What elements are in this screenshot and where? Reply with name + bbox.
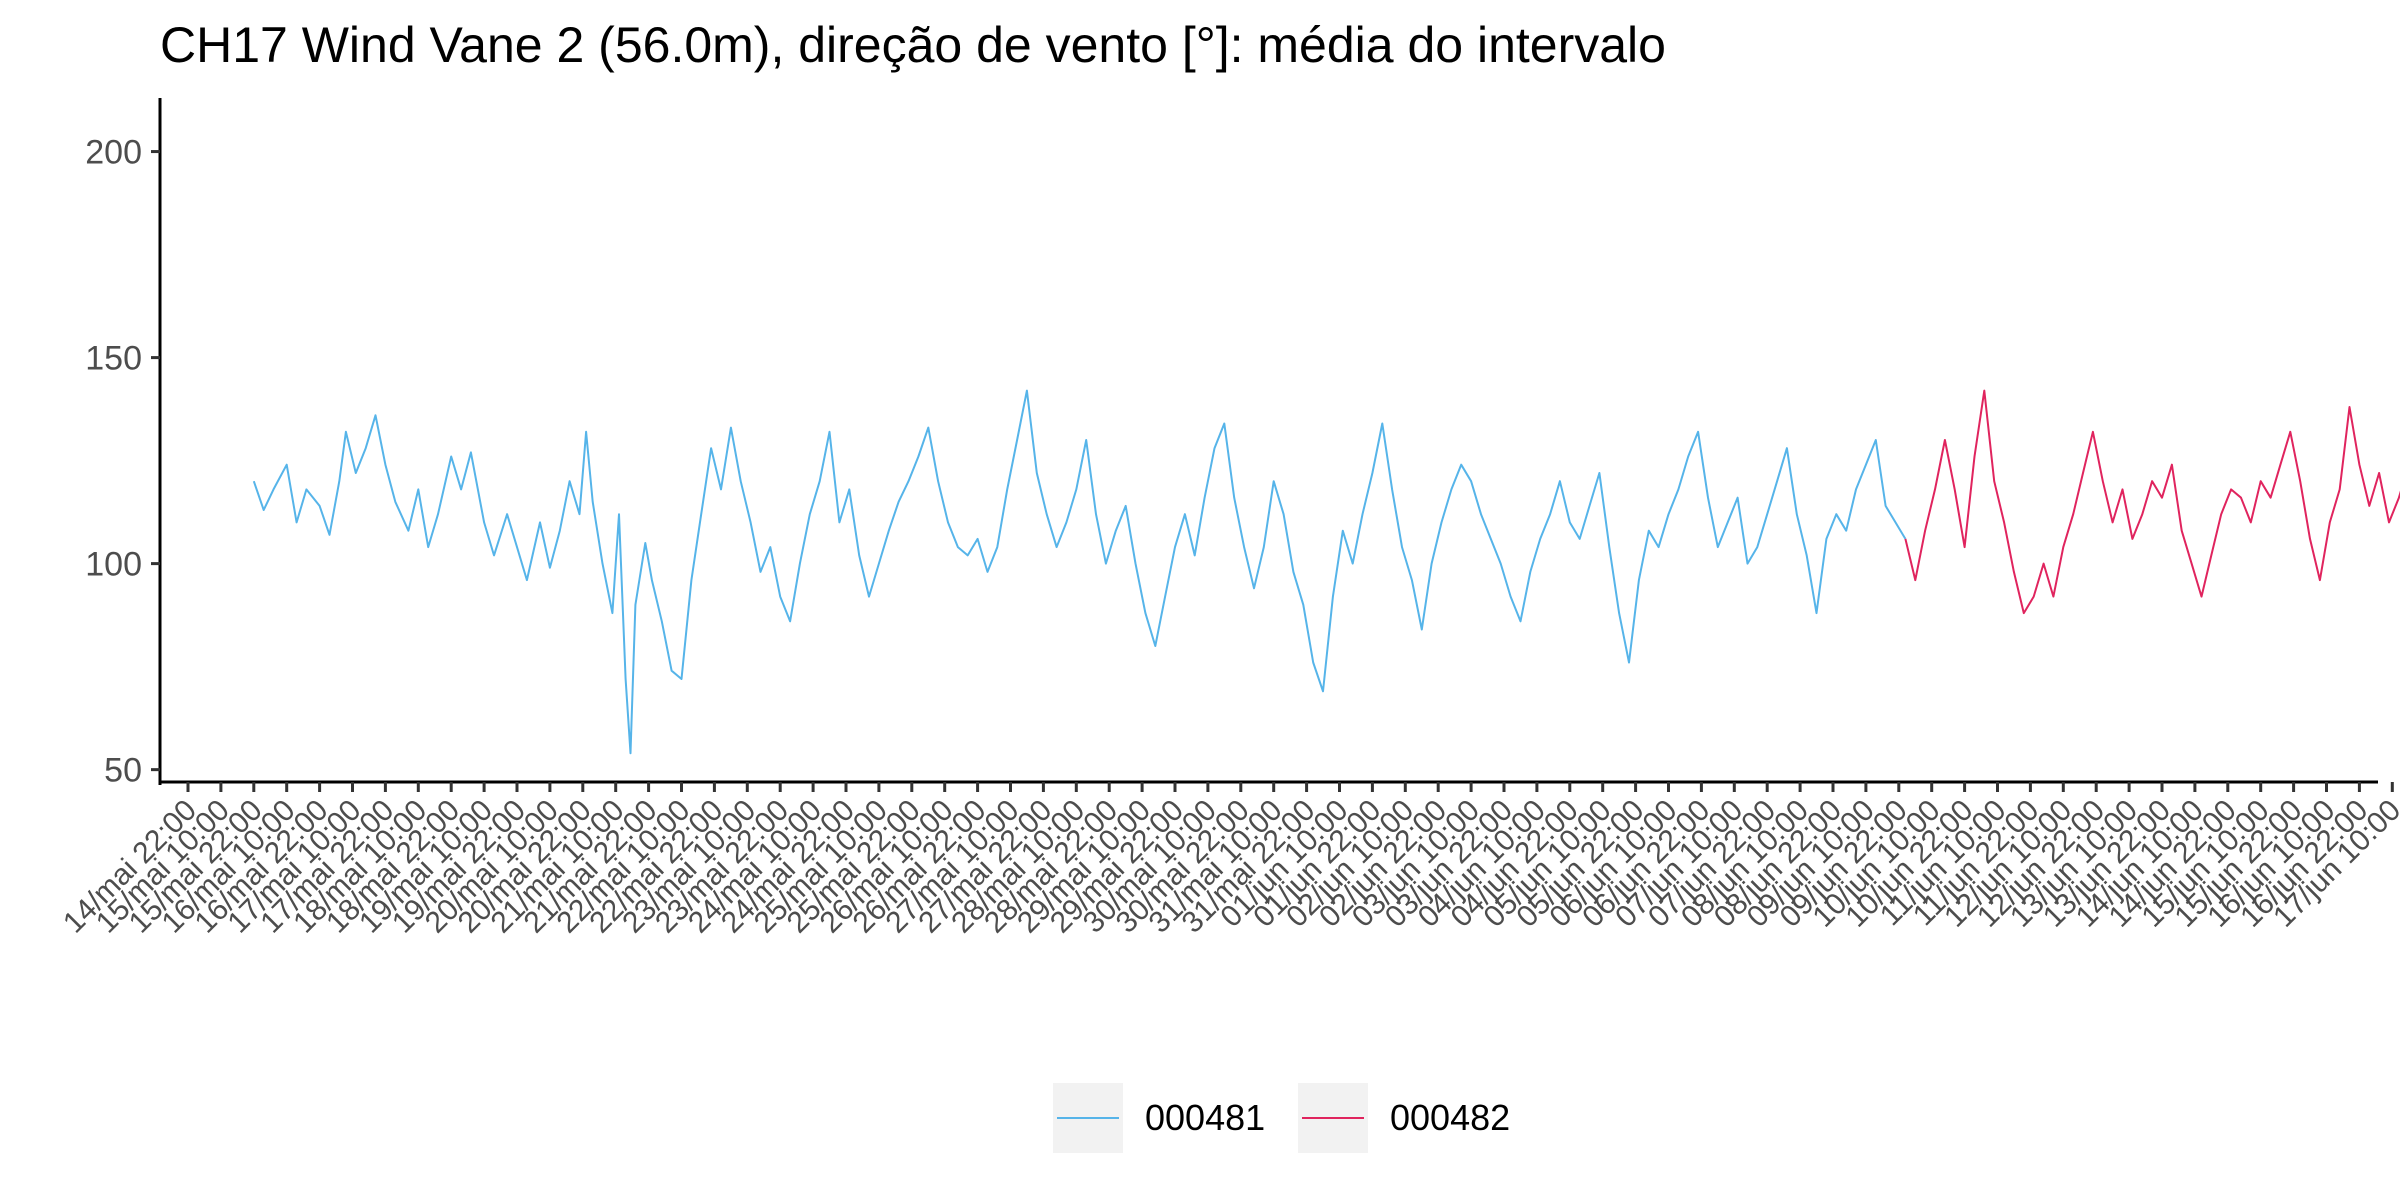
y-tick-label: 200: [85, 134, 142, 172]
series-line-000482: [1904, 389, 2400, 615]
legend: 000481 000482: [1053, 1083, 1510, 1153]
legend-label-000481: 000481: [1145, 1097, 1265, 1138]
y-axis: 50 100 150 200: [85, 98, 162, 790]
plot-area: [252, 389, 2400, 755]
y-tick-label: 50: [104, 752, 142, 790]
y-tick-label: 100: [85, 546, 142, 584]
chart-title: CH17 Wind Vane 2 (56.0m), direção de ven…: [160, 17, 1666, 73]
legend-label-000482: 000482: [1390, 1097, 1510, 1138]
series-line-000481: [252, 389, 1907, 755]
y-tick-label: 150: [85, 340, 142, 378]
